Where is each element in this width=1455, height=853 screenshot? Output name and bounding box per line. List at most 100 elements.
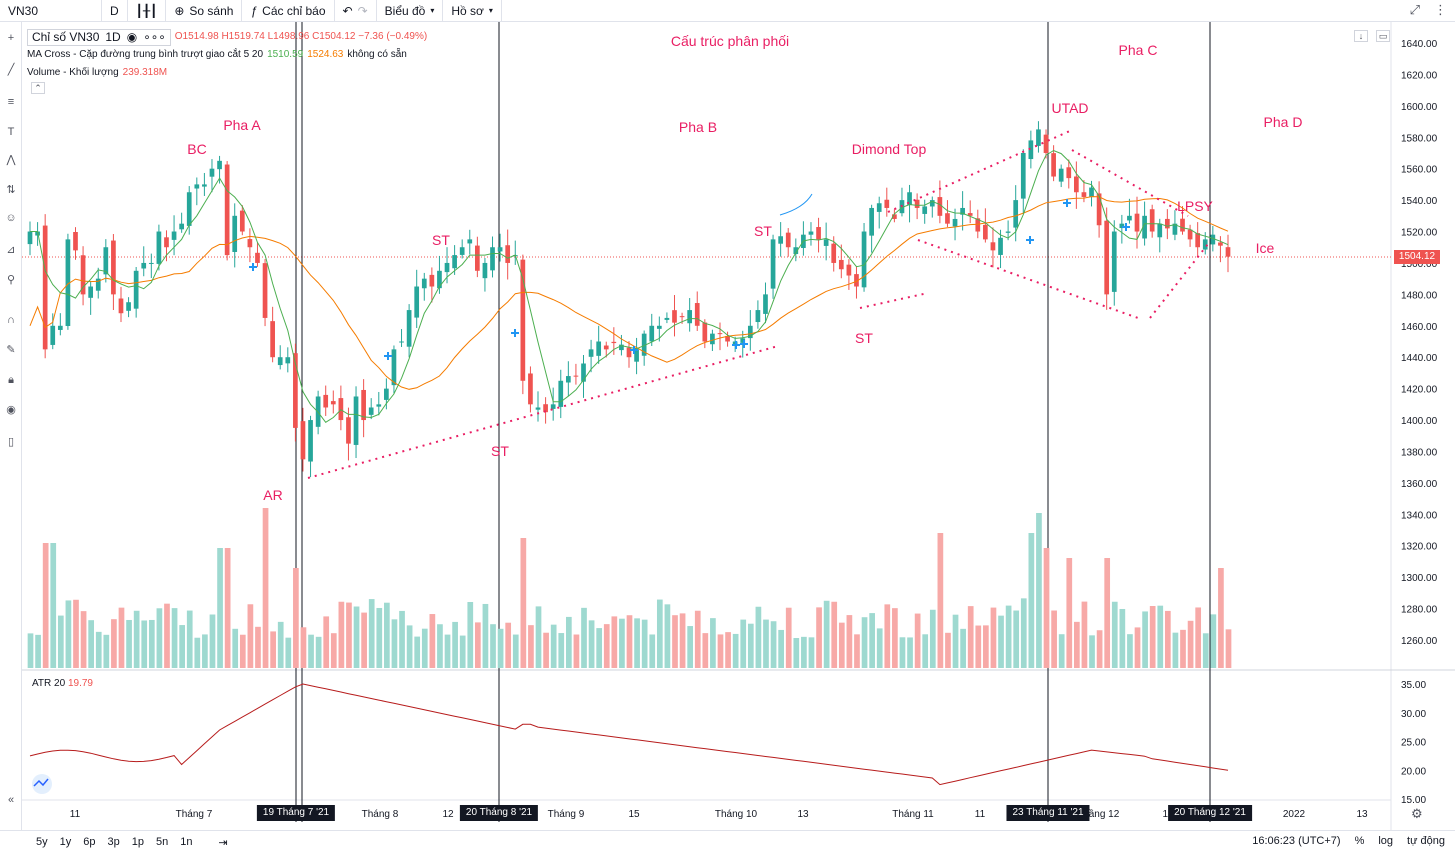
volume-bar	[573, 634, 580, 668]
fullscreen-icon[interactable]: ⤢	[1409, 2, 1420, 17]
candle-body	[611, 341, 617, 344]
volume-bar	[1134, 627, 1141, 668]
ruler-icon[interactable]: ⊿	[6, 244, 16, 256]
indicators-button[interactable]: ƒ Các chỉ báo	[242, 0, 335, 22]
fib-icon[interactable]: ≡	[7, 96, 15, 108]
bottom-toolbar: 5y 1y 6p 3p 1p 5n 1n ⇥ 16:06:23 (UTC+7) …	[0, 830, 1455, 853]
diamond-top-upper-right[interactable]	[1071, 149, 1189, 217]
forecast-icon[interactable]: ⇅	[6, 184, 16, 196]
eye-icon[interactable]: ◉	[126, 30, 138, 44]
lock-icon[interactable]: 🔒︎	[8, 374, 14, 386]
arrow-down-icon[interactable]: ↓	[1354, 30, 1368, 42]
candle-body	[65, 239, 71, 326]
auto-toggle[interactable]: tự động	[1407, 835, 1445, 847]
volume-bar	[429, 614, 436, 668]
volume-bar	[361, 612, 367, 668]
clock-time[interactable]: 16:06:23 (UTC+7)	[1252, 835, 1341, 847]
interval-button[interactable]: D	[102, 0, 128, 22]
volume-bar	[277, 621, 284, 668]
candle-body	[1028, 140, 1034, 160]
text-icon[interactable]: T	[7, 126, 15, 138]
candle-body	[838, 259, 844, 270]
volume-bar	[929, 609, 936, 668]
range-1y[interactable]: 1y	[59, 836, 72, 848]
candle-body	[270, 321, 275, 358]
volume-bar	[224, 548, 231, 668]
eye-icon[interactable]: ◉	[6, 404, 16, 416]
range-5d[interactable]: 5n	[156, 836, 169, 848]
collapse-legend-icon[interactable]: ⌃	[31, 82, 45, 94]
maximize-pane-icon[interactable]: ▭	[1376, 30, 1390, 42]
volume-bar	[437, 624, 443, 668]
chart-style-button[interactable]: ┃╂┃	[128, 0, 167, 22]
volume-bar	[1028, 533, 1035, 668]
log-toggle[interactable]: log	[1378, 835, 1394, 847]
range-1m[interactable]: 1p	[131, 836, 144, 848]
stay-drawing-icon[interactable]: ✎	[6, 344, 16, 356]
settings-icon[interactable]: ⚙	[1411, 806, 1423, 821]
volume-bar	[1089, 635, 1095, 668]
range-5y[interactable]: 5y	[36, 836, 48, 848]
pattern-icon[interactable]: ⋀	[6, 154, 16, 166]
candle-body	[1111, 231, 1117, 292]
crosshair-icon[interactable]: +	[7, 32, 15, 44]
volume-bar	[1074, 621, 1080, 668]
percent-toggle[interactable]: %	[1354, 835, 1365, 847]
candle-icon: ┃╂┃	[135, 3, 158, 18]
range-6m[interactable]: 6p	[83, 836, 96, 848]
candle-body	[914, 199, 920, 208]
candle-body	[80, 255, 86, 295]
volume-bar	[80, 611, 87, 668]
volume-legend: Volume - Khối lượng 239.318M	[27, 64, 427, 82]
candle-body	[368, 407, 374, 415]
volume-bar	[141, 620, 148, 668]
atr-tick-label: 35.00	[1401, 680, 1426, 691]
trendline-icon[interactable]: ╱	[7, 64, 15, 76]
volume-bar	[846, 615, 853, 668]
volume-bar	[975, 625, 982, 668]
goto-date-icon[interactable]: ⇥	[218, 836, 228, 849]
range-1d[interactable]: 1n	[180, 836, 193, 848]
candle-body	[179, 223, 184, 230]
volume-bar	[808, 637, 815, 668]
magnet-icon[interactable]: ∩	[7, 314, 15, 326]
volume-bar	[823, 600, 830, 668]
volume-bar	[399, 610, 405, 668]
blue-curve-drawing[interactable]	[779, 193, 813, 216]
undo-icon[interactable]: ↶	[342, 3, 353, 18]
atr-tick-label: 25.00	[1401, 738, 1426, 749]
legend-collapse: ⌃	[27, 82, 427, 94]
price-tick-label: 1580.00	[1401, 133, 1438, 144]
zoom-icon[interactable]: ⚲	[6, 274, 16, 286]
redo-icon[interactable]: ↷	[357, 3, 368, 18]
profile-menu-button[interactable]: Hồ sơ ▾	[443, 0, 502, 22]
volume-bar	[611, 616, 618, 668]
diamond-top-lower-right[interactable]	[1149, 243, 1209, 319]
symbol-search[interactable]: VN30	[0, 0, 102, 22]
candle-body	[1225, 247, 1231, 257]
candle-body	[126, 302, 131, 311]
st-trendline[interactable]	[859, 292, 929, 309]
trash-icon[interactable]: ▯	[7, 436, 15, 448]
collapse-icon[interactable]: «	[7, 794, 15, 806]
more-icon[interactable]: ∘∘∘	[143, 30, 166, 44]
main-series-title-box[interactable]: Chỉ số VN30 1D ◉ ∘∘∘	[27, 28, 171, 46]
price-tick-label: 1440.00	[1401, 353, 1438, 364]
candle-body	[57, 325, 63, 330]
candle-body	[376, 404, 382, 407]
smile-icon[interactable]: ☺	[5, 212, 17, 224]
range-3m[interactable]: 3p	[107, 836, 120, 848]
drawings[interactable]	[307, 129, 1209, 479]
compare-button[interactable]: ⊕ So sánh	[166, 0, 243, 22]
candle-body	[816, 227, 821, 240]
chart-menu-button[interactable]: Biểu đồ ▾	[377, 0, 444, 22]
volume-bar	[300, 627, 307, 668]
ma-fast-line	[30, 149, 1229, 423]
volume-bar	[1202, 633, 1209, 668]
candle-body	[656, 325, 662, 329]
candle-body	[1036, 129, 1041, 146]
support-trendline[interactable]	[307, 345, 779, 479]
more-icon[interactable]: ⋮	[1434, 2, 1447, 17]
atr-value: 19.79	[67, 678, 93, 689]
